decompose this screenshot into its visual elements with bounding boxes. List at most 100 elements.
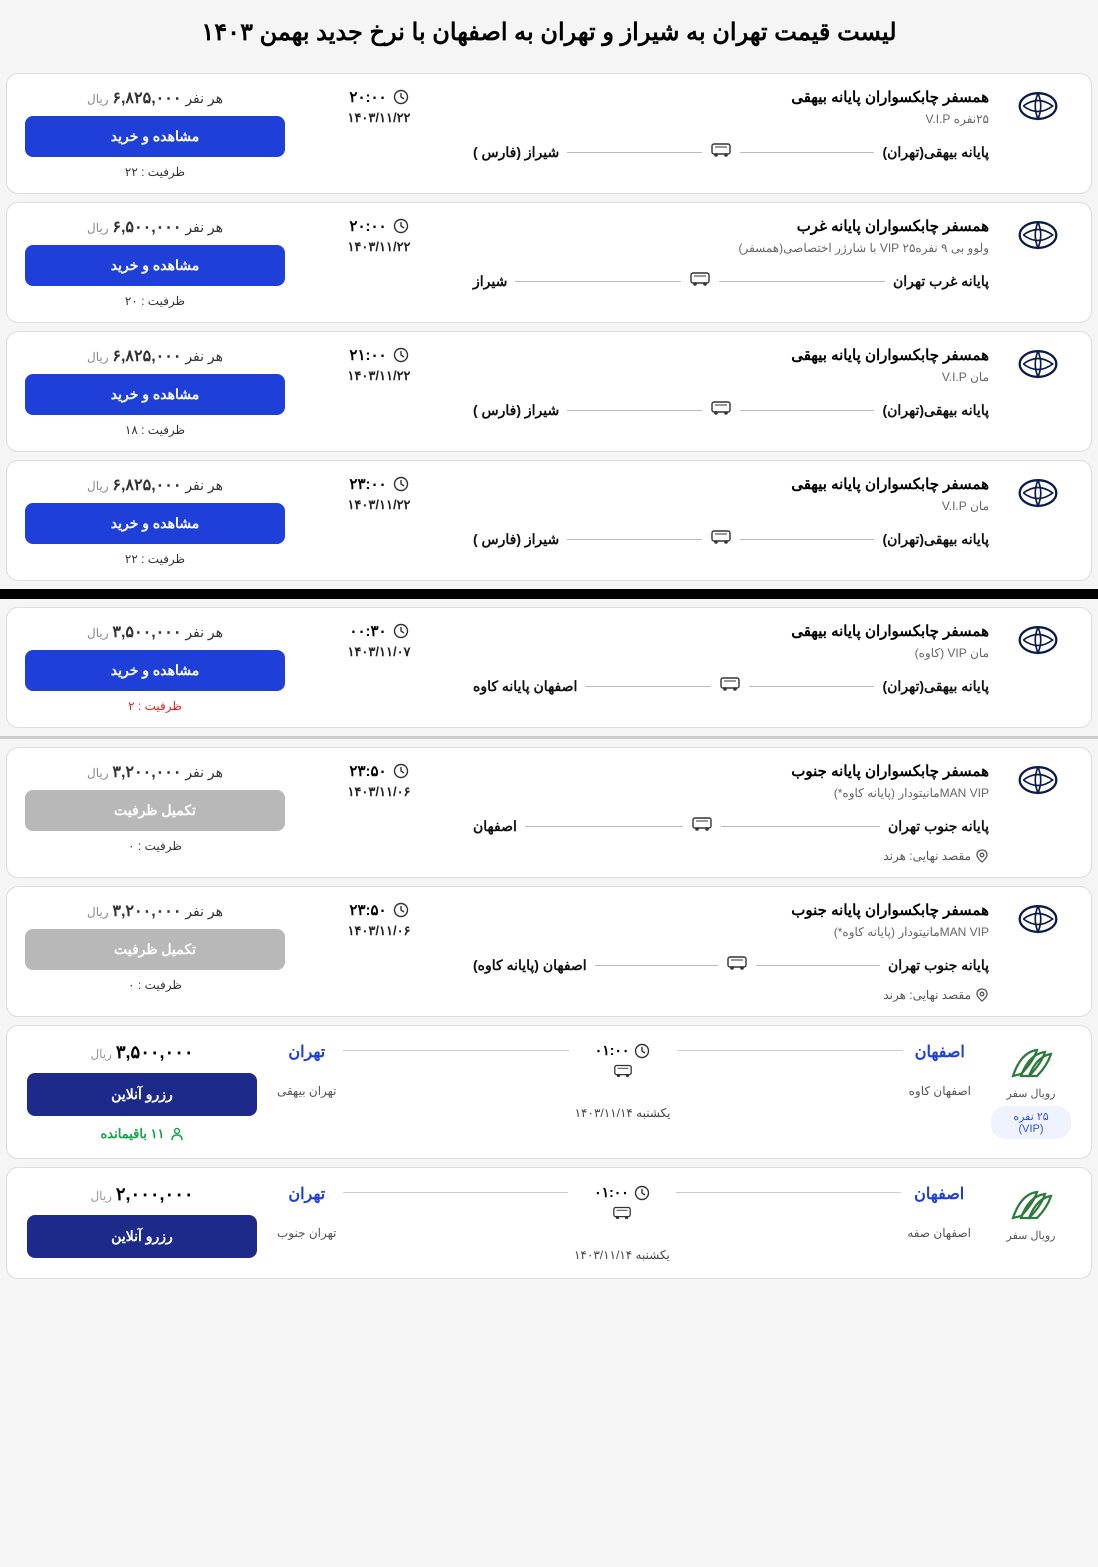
- bus-icon: [689, 271, 711, 292]
- bus-icon: [719, 676, 741, 697]
- bus-icon: [710, 400, 732, 421]
- price: هر نفر ۶,۸۲۵,۰۰۰ ریال: [87, 475, 223, 495]
- company-name: همسفر چابکسواران پایانه جنوب: [473, 762, 989, 780]
- departure-time: ۲۳:۵۰: [349, 901, 408, 919]
- bus-type: MAN VIPمانیتودار (پایانه کاوه*): [473, 925, 989, 939]
- capacity-text: ظرفیت : ۲۰: [125, 294, 185, 308]
- bus-type: MAN VIPمانیتودار (پایانه کاوه*): [473, 786, 989, 800]
- company-logo-icon: [1014, 346, 1062, 382]
- price: هر نفر ۳,۲۰۰,۰۰۰ ریال: [87, 901, 223, 921]
- origin-terminal: اصفهان صفه: [907, 1226, 971, 1240]
- origin-city: اصفهان: [907, 1184, 971, 1204]
- departure-date: یکشنبه ۱۴۰۳/۱۱/۱۴: [574, 1248, 670, 1262]
- departure-date: ۱۴۰۳/۱۱/۲۲: [347, 497, 410, 513]
- price: ۳,۵۰۰,۰۰۰ ریال: [90, 1042, 193, 1063]
- buy-button[interactable]: مشاهده و خرید: [25, 650, 285, 691]
- page-title: لیست قیمت تهران به شیراز و تهران به اصفه…: [0, 0, 1098, 65]
- departure-date: ۱۴۰۳/۱۱/۰۷: [347, 644, 410, 660]
- departure-date: ۱۴۰۳/۱۱/۰۶: [347, 923, 410, 939]
- bus-type: مان VIP (کاوه): [473, 646, 989, 660]
- destination-terminal: شیراز (فارس ): [473, 402, 559, 419]
- ticket-card: همسفر چابکسواران پایانه جنوب MAN VIPمانی…: [6, 886, 1092, 1017]
- price: هر نفر ۳,۵۰۰,۰۰۰ ریال: [87, 622, 223, 642]
- origin-terminal: پایانه بیهقی(تهران): [882, 402, 989, 419]
- departure-time: ۲۱:۰۰: [349, 346, 408, 364]
- bus-icon: [575, 1059, 671, 1084]
- company-name: همسفر چابکسواران پایانه بیهقی: [473, 475, 989, 493]
- capacity-text: ظرفیت : ۲: [128, 699, 182, 713]
- destination-terminal: اصفهان پایانه کاوه: [473, 678, 577, 695]
- origin-terminal: پایانه غرب تهران: [893, 273, 989, 290]
- full-button: تکمیل ظرفیت: [25, 790, 285, 831]
- departure-date: ۱۴۰۳/۱۱/۲۲: [347, 239, 410, 255]
- ticket-card: همسفر چابکسواران پایانه بیهقی ۲۵نفره V.I…: [6, 73, 1092, 194]
- origin-terminal: پایانه بیهقی(تهران): [882, 144, 989, 161]
- origin-terminal: اصفهان کاوه: [909, 1084, 971, 1098]
- ticket-card: همسفر چابکسواران پایانه بیهقی مان V.I.P …: [6, 460, 1092, 581]
- capacity-text: ظرفیت : ۰: [128, 839, 182, 853]
- company-logo-icon: [991, 1184, 1071, 1229]
- bus-icon: [691, 816, 713, 837]
- section-divider-gray: [0, 736, 1098, 739]
- bus-icon: [726, 955, 748, 976]
- remaining-seats: ۱۱ باقیمانده: [100, 1126, 183, 1142]
- bus-icon: [710, 142, 732, 163]
- price: هر نفر ۶,۸۲۵,۰۰۰ ریال: [87, 88, 223, 108]
- ticket-card-alt: رویال سفر اصفهان اصفهان صفه ۰۱:۰۰ یکشنبه…: [6, 1167, 1092, 1279]
- reserve-button[interactable]: رزرو آنلاین: [27, 1073, 257, 1116]
- company-name: همسفر چابکسواران پایانه غرب: [473, 217, 989, 235]
- company-name: همسفر چابکسواران پایانه بیهقی: [473, 346, 989, 364]
- capacity-text: ظرفیت : ۱۸: [125, 423, 185, 437]
- origin-terminal: پایانه بیهقی(تهران): [882, 678, 989, 695]
- bus-type: مان V.I.P: [473, 499, 989, 513]
- origin-terminal: پایانه جنوب تهران: [888, 957, 989, 974]
- capacity-text: ظرفیت : ۰: [128, 978, 182, 992]
- ticket-card: همسفر چابکسواران پایانه بیهقی مان VIP (ک…: [6, 607, 1092, 728]
- departure-time: ۲۳:۵۰: [349, 762, 408, 780]
- departure-date: ۱۴۰۳/۱۱/۲۲: [347, 110, 410, 126]
- buy-button[interactable]: مشاهده و خرید: [25, 245, 285, 286]
- destination-city: تهران: [277, 1042, 337, 1062]
- company-logo-icon: [1014, 762, 1062, 798]
- origin-terminal: پایانه بیهقی(تهران): [882, 531, 989, 548]
- destination-terminal: تهران جنوب: [277, 1226, 337, 1240]
- bus-icon: [710, 529, 732, 550]
- company-name: رویال سفر: [991, 1087, 1071, 1100]
- departure-time: ۰۰:۳۰: [349, 622, 408, 640]
- departure-time: ۲۳:۰۰: [349, 475, 408, 493]
- destination-terminal: شیراز (فارس ): [473, 144, 559, 161]
- bus-icon: [574, 1201, 670, 1226]
- destination-terminal: اصفهان: [473, 818, 517, 835]
- buy-button[interactable]: مشاهده و خرید: [25, 116, 285, 157]
- departure-time: ۰۱:۰۰: [575, 1042, 671, 1059]
- capacity-text: ظرفیت : ۲۲: [125, 552, 185, 566]
- section-divider: [0, 589, 1098, 599]
- destination-terminal: شیراز: [473, 273, 507, 290]
- company-logo-icon: [1014, 88, 1062, 124]
- bus-type: مان V.I.P: [473, 370, 989, 384]
- departure-time: ۲۰:۰۰: [349, 217, 408, 235]
- destination-terminal: اصفهان (پایانه کاوه): [473, 957, 587, 974]
- departure-date: ۱۴۰۳/۱۱/۲۲: [347, 368, 410, 384]
- ticket-card: همسفر چابکسواران پایانه بیهقی مان V.I.P …: [6, 331, 1092, 452]
- company-name: همسفر چابکسواران پایانه بیهقی: [473, 88, 989, 106]
- departure-time: ۰۱:۰۰: [574, 1184, 670, 1201]
- company-logo-icon: [1014, 622, 1062, 658]
- buy-button[interactable]: مشاهده و خرید: [25, 503, 285, 544]
- company-logo-icon: [1014, 901, 1062, 937]
- final-destination: مقصد نهایی: هرند: [473, 988, 989, 1002]
- company-name: همسفر چابکسواران پایانه جنوب: [473, 901, 989, 919]
- destination-terminal: شیراز (فارس ): [473, 531, 559, 548]
- departure-date: ۱۴۰۳/۱۱/۰۶: [347, 784, 410, 800]
- origin-terminal: پایانه جنوب تهران: [888, 818, 989, 835]
- reserve-button[interactable]: رزرو آنلاین: [27, 1215, 257, 1258]
- capacity-text: ظرفیت : ۲۲: [125, 165, 185, 179]
- destination-city: تهران: [277, 1184, 337, 1204]
- price: هر نفر ۶,۵۰۰,۰۰۰ ریال: [87, 217, 223, 237]
- buy-button[interactable]: مشاهده و خرید: [25, 374, 285, 415]
- destination-terminal: تهران بیهقی: [277, 1084, 337, 1098]
- ticket-card: همسفر چابکسواران پایانه جنوب MAN VIPمانی…: [6, 747, 1092, 878]
- origin-city: اصفهان: [909, 1042, 971, 1062]
- vip-badge: ۲۵ نفره (VIP): [991, 1106, 1071, 1139]
- company-name: همسفر چابکسواران پایانه بیهقی: [473, 622, 989, 640]
